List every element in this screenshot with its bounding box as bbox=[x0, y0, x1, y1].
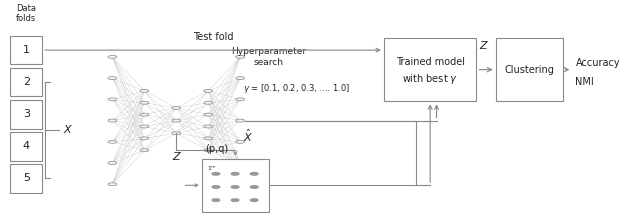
Circle shape bbox=[108, 119, 117, 122]
Circle shape bbox=[250, 186, 258, 188]
Text: $\hat{X}$: $\hat{X}$ bbox=[243, 127, 253, 144]
Circle shape bbox=[140, 137, 149, 140]
Circle shape bbox=[231, 173, 239, 175]
Circle shape bbox=[204, 149, 212, 152]
Circle shape bbox=[140, 125, 149, 128]
Circle shape bbox=[204, 89, 212, 92]
Circle shape bbox=[204, 113, 212, 116]
Text: 3: 3 bbox=[23, 109, 29, 119]
Circle shape bbox=[231, 199, 239, 201]
Circle shape bbox=[204, 101, 212, 104]
FancyBboxPatch shape bbox=[384, 38, 476, 101]
Circle shape bbox=[250, 199, 258, 201]
Circle shape bbox=[236, 183, 244, 186]
FancyBboxPatch shape bbox=[10, 100, 42, 129]
Text: NMI: NMI bbox=[575, 77, 594, 87]
Circle shape bbox=[236, 77, 244, 80]
Text: with best $\gamma$: with best $\gamma$ bbox=[402, 72, 458, 86]
Circle shape bbox=[140, 149, 149, 152]
Circle shape bbox=[108, 140, 117, 143]
Circle shape bbox=[212, 173, 220, 175]
Text: Z: Z bbox=[479, 41, 486, 51]
Text: 1: 1 bbox=[23, 45, 29, 55]
Text: Hyperparameter
search: Hyperparameter search bbox=[231, 46, 307, 67]
Text: Z: Z bbox=[173, 152, 180, 162]
FancyBboxPatch shape bbox=[495, 38, 563, 101]
Text: 4: 4 bbox=[22, 141, 30, 151]
Circle shape bbox=[140, 113, 149, 116]
FancyBboxPatch shape bbox=[10, 132, 42, 161]
Circle shape bbox=[236, 98, 244, 101]
FancyBboxPatch shape bbox=[202, 159, 269, 212]
Circle shape bbox=[108, 162, 117, 164]
Text: $\gamma$ = [0.1, 0.2, 0.3, .... 1.0]: $\gamma$ = [0.1, 0.2, 0.3, .... 1.0] bbox=[243, 82, 351, 95]
Circle shape bbox=[172, 132, 180, 135]
Circle shape bbox=[212, 199, 220, 201]
Circle shape bbox=[231, 186, 239, 188]
Text: Trained model: Trained model bbox=[396, 57, 465, 67]
Text: Accuracy: Accuracy bbox=[575, 58, 620, 68]
Circle shape bbox=[212, 186, 220, 188]
Circle shape bbox=[140, 89, 149, 92]
Circle shape bbox=[236, 162, 244, 164]
Circle shape bbox=[108, 55, 117, 58]
Circle shape bbox=[140, 101, 149, 104]
Text: (p,q): (p,q) bbox=[205, 144, 228, 154]
Circle shape bbox=[204, 137, 212, 140]
Text: Clustering: Clustering bbox=[504, 65, 554, 75]
Circle shape bbox=[172, 119, 180, 122]
Circle shape bbox=[236, 119, 244, 122]
FancyBboxPatch shape bbox=[10, 36, 42, 65]
Text: 2: 2 bbox=[22, 77, 30, 87]
Circle shape bbox=[236, 140, 244, 143]
Circle shape bbox=[172, 106, 180, 109]
Text: Data
folds: Data folds bbox=[16, 4, 36, 23]
Text: X: X bbox=[64, 125, 72, 135]
FancyBboxPatch shape bbox=[10, 164, 42, 193]
Circle shape bbox=[204, 125, 212, 128]
Circle shape bbox=[250, 173, 258, 175]
Text: 1'": 1'" bbox=[207, 166, 216, 171]
Text: 5: 5 bbox=[23, 173, 29, 183]
Circle shape bbox=[236, 55, 244, 58]
Text: Test fold: Test fold bbox=[193, 32, 234, 42]
Circle shape bbox=[108, 77, 117, 80]
Circle shape bbox=[108, 183, 117, 186]
Circle shape bbox=[108, 98, 117, 101]
FancyBboxPatch shape bbox=[10, 68, 42, 97]
